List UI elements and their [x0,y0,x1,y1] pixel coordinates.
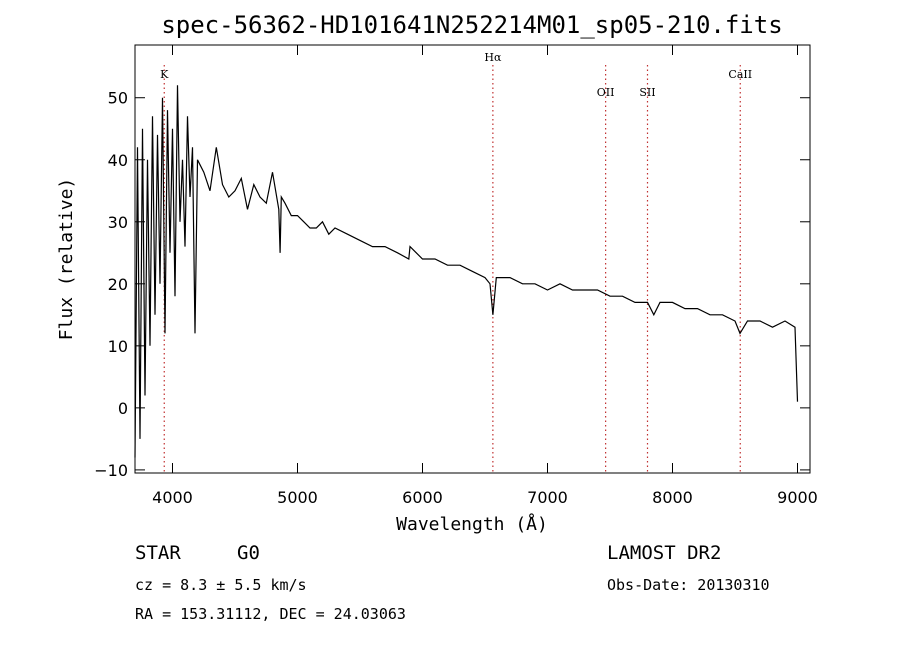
coordinates-text: RA = 153.31112, DEC = 24.03063 [135,605,406,623]
spectrum-line [134,85,799,458]
line-marker-label: Hα [484,51,502,64]
redshift-text: cz = 8.3 ± 5.5 km/s [135,576,307,594]
line-marker-label: CaII [728,68,752,81]
line-marker-label: K [160,68,169,81]
x-tick-label: 7000 [527,488,568,507]
y-tick-label: 50 [108,89,128,108]
line-marker-label: OII [597,86,615,99]
obs-date: Obs-Date: 20130310 [607,576,770,594]
y-tick-label: −10 [94,461,128,480]
x-tick-label: 6000 [402,488,443,507]
y-tick-label: 10 [108,337,128,356]
x-tick-label: 4000 [152,488,193,507]
plot-frame [134,44,811,474]
object-class: STAR [135,542,181,564]
line-marker-label: SII [639,86,655,99]
y-tick-label: 20 [108,275,128,294]
x-axis-label: Wavelength (Å) [396,513,548,535]
x-axis: 4000 5000 6000 7000 8000 9000 [152,45,818,507]
survey-label: LAMOST DR2 [607,542,722,564]
line-markers: K Hα OII SII CaII [160,51,752,473]
y-tick-label: 30 [108,213,128,232]
y-axis-label: Flux (relative) [56,178,77,341]
x-tick-label: 5000 [277,488,318,507]
y-tick-label: 0 [118,399,128,418]
x-tick-label: 8000 [652,488,693,507]
chart-title: spec-56362-HD101641N252214M01_sp05-210.f… [161,11,782,39]
y-tick-label: 40 [108,151,128,170]
y-axis: −10 0 10 20 30 40 50 [94,89,810,480]
x-tick-label: 9000 [777,488,818,507]
object-subclass: G0 [237,542,260,564]
